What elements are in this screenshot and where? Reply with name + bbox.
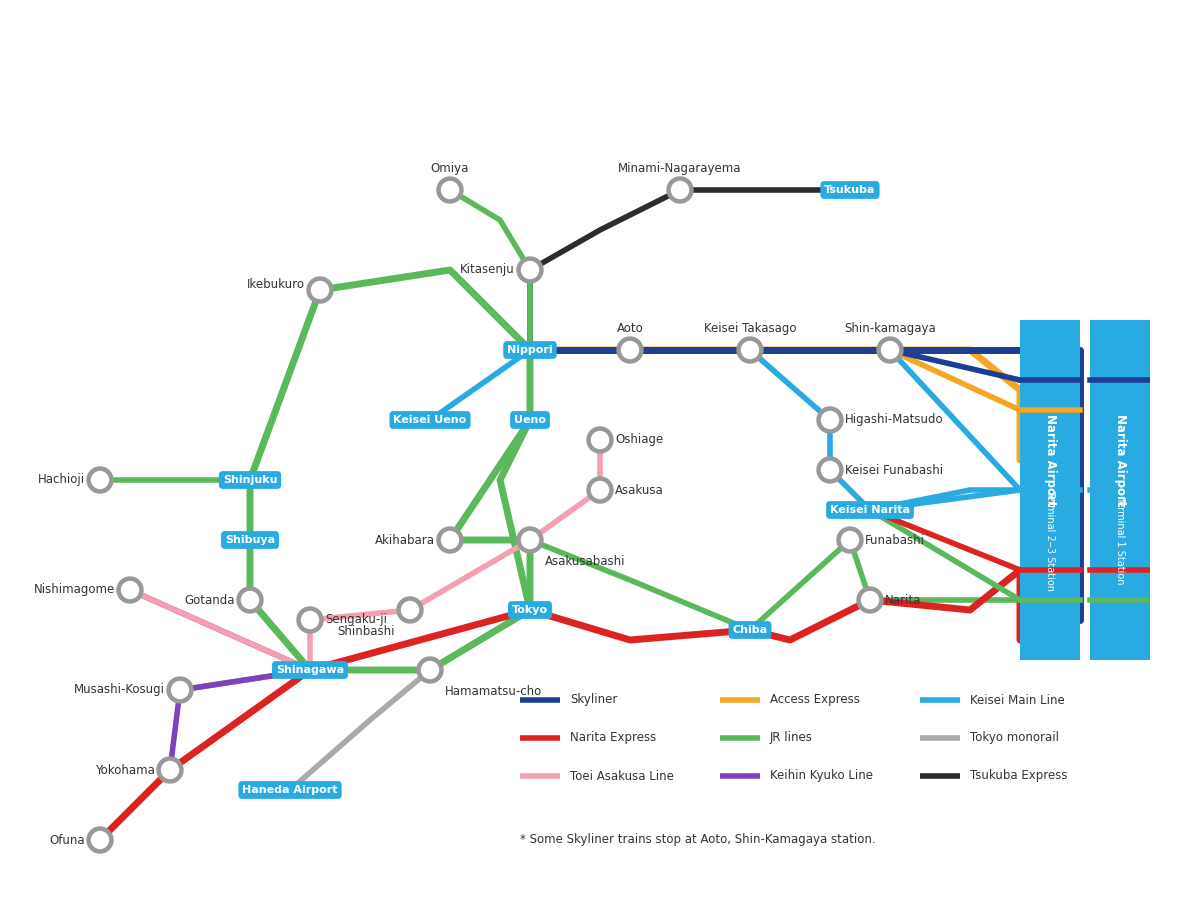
Circle shape: [298, 607, 323, 633]
Text: Keihin Kyuko Line: Keihin Kyuko Line: [770, 770, 874, 782]
Text: Narita Express: Narita Express: [570, 732, 656, 744]
Text: Keisei Takasago: Keisei Takasago: [703, 322, 797, 335]
Circle shape: [672, 182, 689, 199]
Circle shape: [841, 532, 858, 548]
Text: Higashi-Matsudo: Higashi-Matsudo: [845, 413, 943, 427]
Circle shape: [522, 262, 539, 278]
Text: Sengaku-ji: Sengaku-ji: [325, 614, 386, 626]
Circle shape: [737, 337, 763, 363]
Circle shape: [877, 337, 904, 363]
Text: Narita Airport: Narita Airport: [1114, 414, 1127, 506]
Text: Aoto: Aoto: [617, 322, 643, 335]
Circle shape: [91, 832, 108, 849]
Circle shape: [118, 577, 143, 603]
FancyBboxPatch shape: [1020, 320, 1080, 660]
Text: Ofuna: Ofuna: [49, 833, 85, 847]
Text: Toei Asakusa Line: Toei Asakusa Line: [570, 770, 674, 782]
Circle shape: [402, 601, 419, 618]
Text: Terminal 1 Station: Terminal 1 Station: [1115, 496, 1126, 584]
Text: Asakusabashi: Asakusabashi: [545, 555, 625, 568]
Circle shape: [312, 282, 329, 299]
Circle shape: [442, 182, 458, 199]
Text: Akihabara: Akihabara: [374, 534, 436, 546]
Text: Tsukuba Express: Tsukuba Express: [970, 770, 1068, 782]
Circle shape: [421, 662, 438, 679]
Circle shape: [517, 257, 542, 283]
Text: Kitasenju: Kitasenju: [461, 264, 515, 276]
Text: Asakusa: Asakusa: [616, 483, 664, 497]
Text: Shinagawa: Shinagawa: [276, 665, 344, 675]
Circle shape: [522, 532, 539, 548]
Circle shape: [622, 341, 638, 358]
Text: Tokyo monorail: Tokyo monorail: [970, 732, 1060, 744]
Circle shape: [241, 591, 258, 608]
Text: Hachioji: Hachioji: [38, 473, 85, 487]
Text: Keisei Funabashi: Keisei Funabashi: [845, 464, 943, 476]
Circle shape: [91, 472, 108, 489]
Text: Tokyo: Tokyo: [512, 605, 548, 615]
Circle shape: [862, 591, 878, 608]
Circle shape: [592, 482, 608, 499]
Text: Funabashi: Funabashi: [865, 534, 925, 546]
Circle shape: [517, 527, 542, 553]
Text: Shinbashi: Shinbashi: [337, 625, 395, 638]
Circle shape: [121, 581, 138, 598]
Circle shape: [742, 341, 758, 358]
Text: Ueno: Ueno: [514, 415, 546, 425]
Text: Shin-kamagaya: Shin-kamagaya: [844, 322, 936, 335]
Text: Narita Airport: Narita Airport: [1044, 414, 1056, 506]
Circle shape: [437, 527, 463, 553]
Circle shape: [822, 411, 839, 428]
Text: Ikebukuro: Ikebukuro: [247, 278, 305, 292]
Text: Minami-Nagarayema: Minami-Nagarayema: [618, 162, 742, 175]
Circle shape: [167, 677, 193, 703]
Text: * Some Skyliner trains stop at Aoto, Shin-Kamagaya station.: * Some Skyliner trains stop at Aoto, Shi…: [520, 832, 876, 845]
Circle shape: [437, 177, 463, 203]
Text: Shibuya: Shibuya: [224, 535, 275, 545]
Circle shape: [587, 477, 613, 503]
Circle shape: [88, 467, 113, 493]
Text: Musashi-Kosugi: Musashi-Kosugi: [74, 683, 166, 697]
Text: Keisei Ueno: Keisei Ueno: [394, 415, 467, 425]
Text: Haneda Airport: Haneda Airport: [242, 785, 337, 795]
Circle shape: [667, 177, 694, 203]
Circle shape: [162, 761, 179, 778]
Text: Access Express: Access Express: [770, 694, 860, 706]
Circle shape: [442, 532, 458, 548]
Circle shape: [88, 827, 113, 853]
Circle shape: [301, 611, 318, 628]
Circle shape: [882, 341, 899, 358]
Circle shape: [587, 427, 613, 453]
Text: Shinjuku: Shinjuku: [223, 475, 277, 485]
FancyBboxPatch shape: [1090, 320, 1150, 660]
Circle shape: [418, 657, 443, 683]
Circle shape: [307, 277, 334, 303]
Text: Skyliner: Skyliner: [570, 694, 617, 706]
Circle shape: [822, 462, 839, 479]
Circle shape: [617, 337, 643, 363]
Text: Gotanda: Gotanda: [185, 593, 235, 607]
Text: Omiya: Omiya: [431, 162, 469, 175]
Text: Hamamatsu-cho: Hamamatsu-cho: [445, 685, 542, 698]
Circle shape: [238, 587, 263, 613]
Circle shape: [172, 681, 188, 698]
Text: Yokohama: Yokohama: [95, 763, 155, 777]
Circle shape: [817, 407, 842, 433]
Text: Keisei Narita: Keisei Narita: [830, 505, 910, 515]
Circle shape: [157, 757, 184, 783]
Circle shape: [397, 597, 424, 623]
Text: Chiba: Chiba: [732, 625, 768, 635]
Text: Tsukuba: Tsukuba: [824, 185, 876, 195]
Text: Oshiage: Oshiage: [616, 434, 664, 446]
Circle shape: [817, 457, 842, 483]
Text: Narita: Narita: [886, 593, 922, 607]
Circle shape: [857, 587, 883, 613]
Circle shape: [592, 431, 608, 448]
Text: JR lines: JR lines: [770, 732, 812, 744]
Circle shape: [838, 527, 863, 553]
Text: Nippori: Nippori: [508, 345, 553, 355]
Text: Terminal 2‒3 Station: Terminal 2‒3 Station: [1045, 490, 1055, 590]
Text: Nishimagome: Nishimagome: [34, 583, 115, 597]
Text: Keisei Main Line: Keisei Main Line: [970, 694, 1064, 706]
